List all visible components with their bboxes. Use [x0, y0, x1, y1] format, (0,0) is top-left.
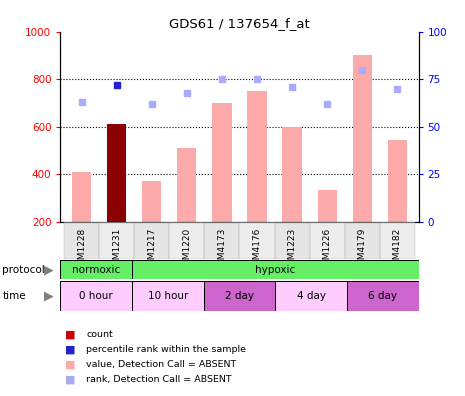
Text: GSM4182: GSM4182 [393, 227, 402, 270]
Bar [239, 222, 274, 259]
Bar [72, 172, 91, 222]
Title: GDS61 / 137654_f_at: GDS61 / 137654_f_at [169, 17, 310, 30]
Bar [60, 260, 132, 279]
Text: ■: ■ [65, 359, 76, 369]
Text: rank, Detection Call = ABSENT: rank, Detection Call = ABSENT [86, 375, 232, 384]
Bar [275, 281, 347, 311]
Text: 2 day: 2 day [225, 291, 254, 301]
Bar [99, 222, 134, 259]
Bar [132, 281, 204, 311]
Text: percentile rank within the sample: percentile rank within the sample [86, 345, 246, 354]
Bar [132, 260, 419, 279]
Text: GSM1223: GSM1223 [288, 227, 297, 270]
Bar [352, 55, 372, 222]
Text: GSM1220: GSM1220 [182, 227, 191, 270]
Bar [318, 190, 337, 222]
Bar [204, 281, 275, 311]
Bar [380, 222, 415, 259]
Text: ▶: ▶ [44, 289, 53, 303]
Bar [142, 181, 161, 222]
Text: 6 day: 6 day [368, 291, 397, 301]
Bar [205, 222, 239, 259]
Text: GSM1217: GSM1217 [147, 227, 156, 271]
Bar [388, 140, 407, 222]
Text: GSM4179: GSM4179 [358, 227, 367, 271]
Bar [60, 281, 132, 311]
Bar [107, 124, 126, 222]
Bar [177, 148, 197, 222]
Bar [347, 281, 418, 311]
Text: 4 day: 4 day [297, 291, 326, 301]
Text: hypoxic: hypoxic [255, 265, 295, 275]
Bar [345, 222, 380, 259]
Text: GSM1231: GSM1231 [112, 227, 121, 271]
Text: GSM1228: GSM1228 [77, 227, 86, 270]
Bar [282, 127, 302, 222]
Text: time: time [2, 291, 26, 301]
Text: ■: ■ [65, 344, 76, 354]
Bar [64, 222, 99, 259]
Bar [169, 222, 205, 259]
Text: ■: ■ [65, 374, 76, 385]
Bar [310, 222, 345, 259]
Text: 10 hour: 10 hour [148, 291, 188, 301]
Text: GSM1226: GSM1226 [323, 227, 332, 270]
Text: count: count [86, 330, 113, 339]
Bar [247, 91, 267, 222]
Bar [212, 103, 232, 222]
Text: ■: ■ [65, 329, 76, 340]
Text: protocol: protocol [2, 265, 45, 275]
Text: ▶: ▶ [44, 263, 53, 276]
Text: 0 hour: 0 hour [80, 291, 113, 301]
Bar [274, 222, 310, 259]
Text: value, Detection Call = ABSENT: value, Detection Call = ABSENT [86, 360, 236, 369]
Text: GSM4176: GSM4176 [252, 227, 261, 271]
Bar [134, 222, 169, 259]
Text: normoxic: normoxic [72, 265, 120, 275]
Text: GSM4173: GSM4173 [218, 227, 226, 271]
